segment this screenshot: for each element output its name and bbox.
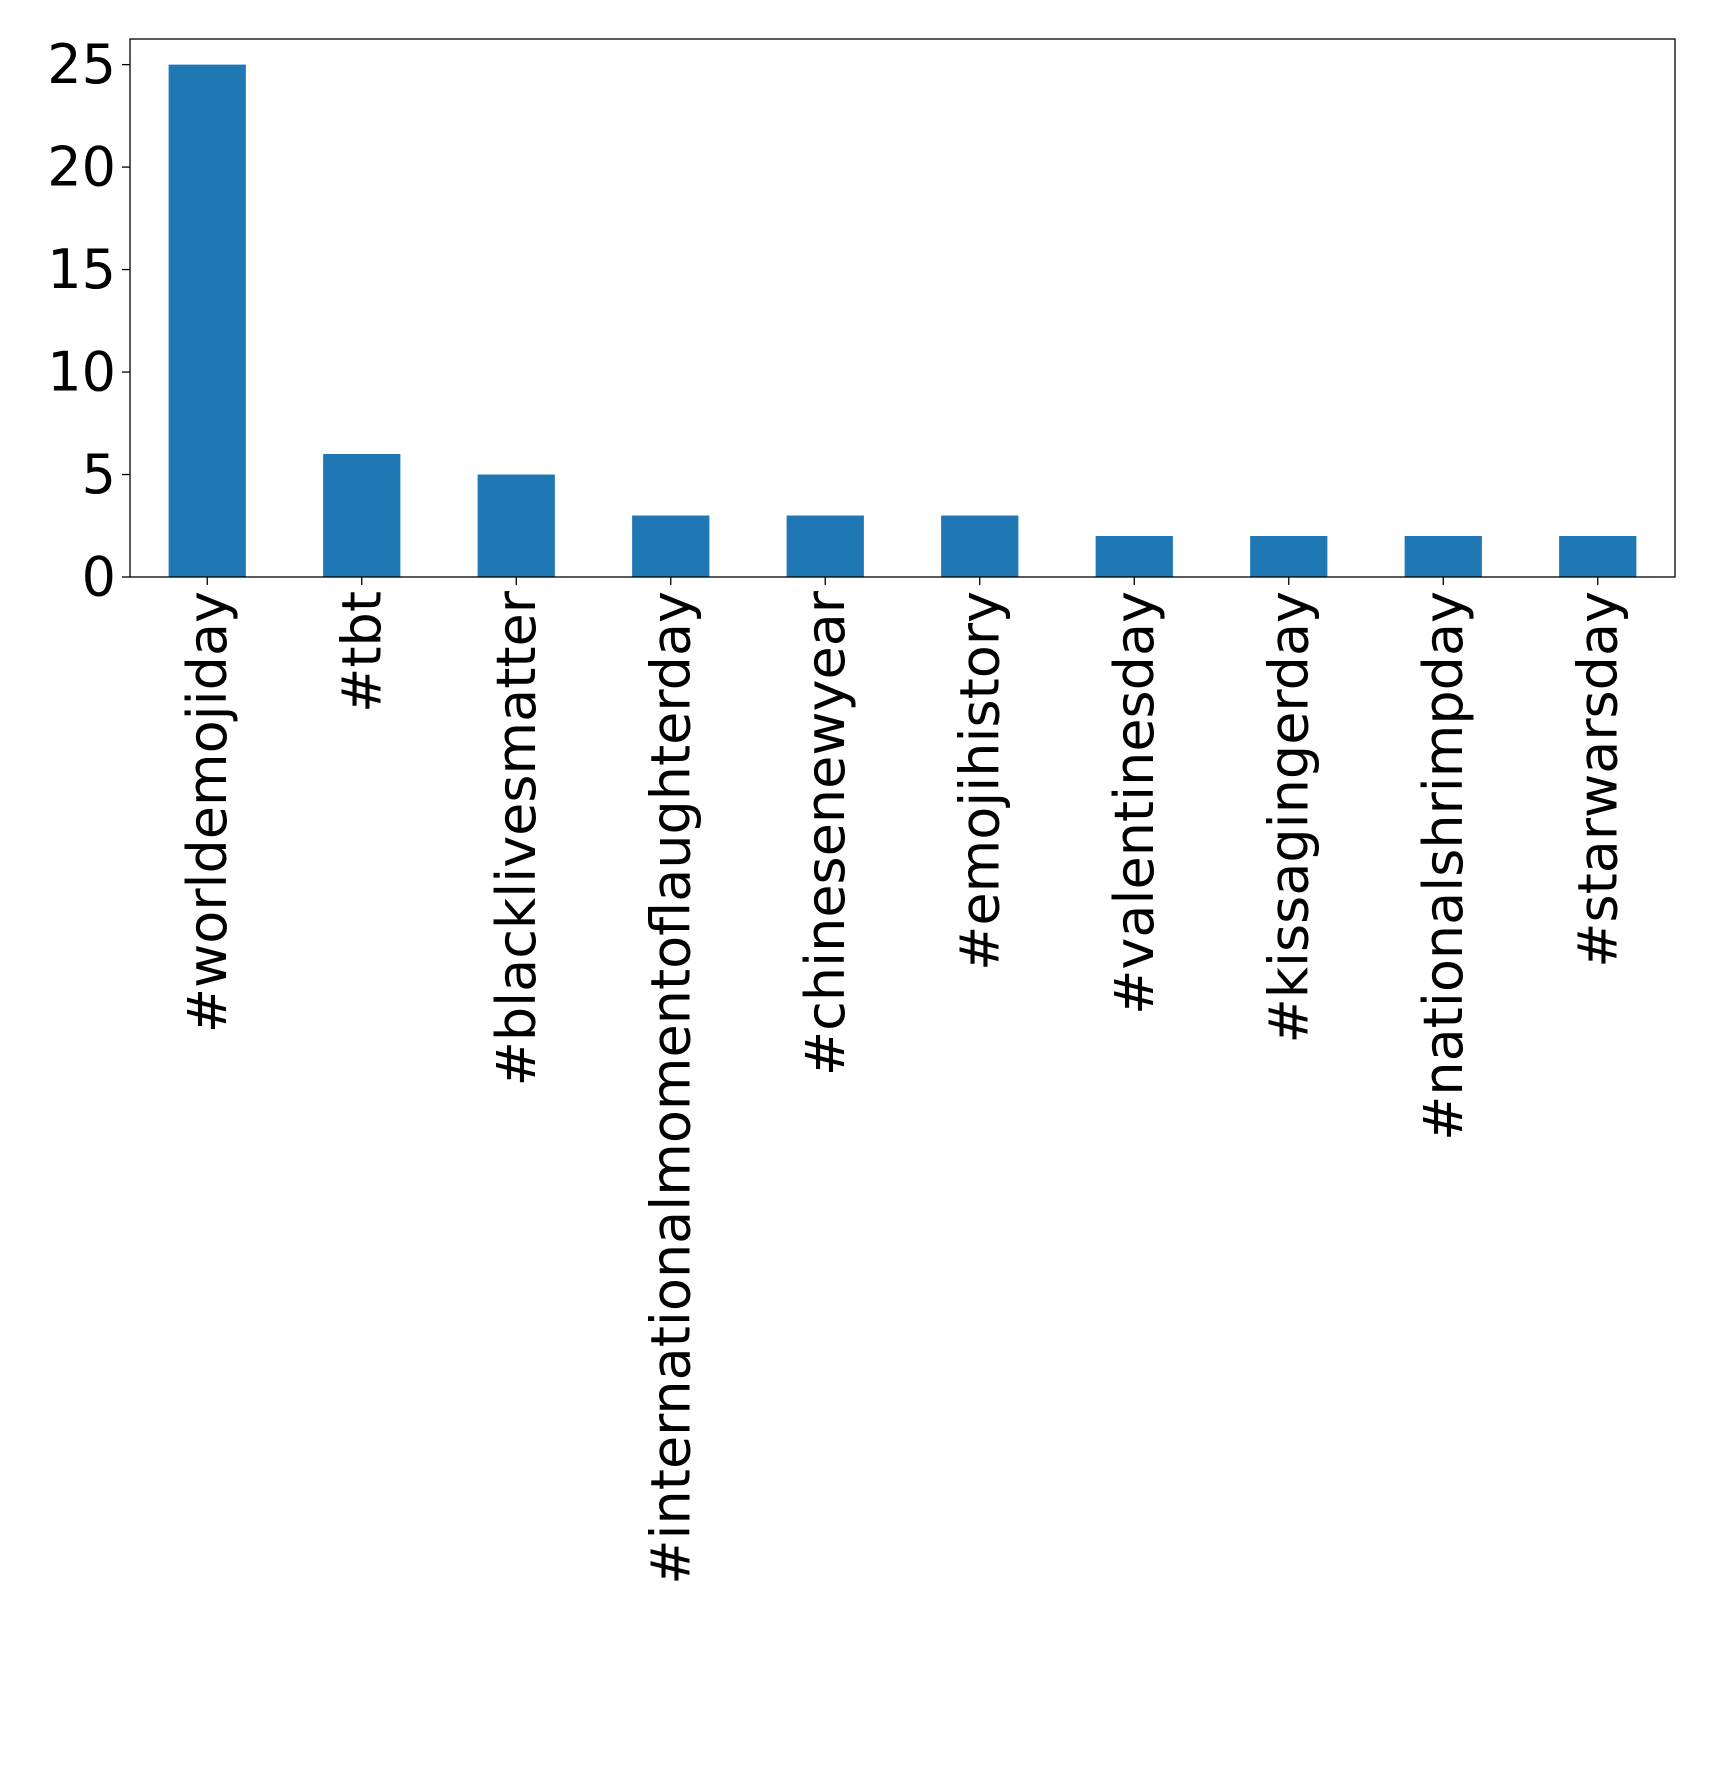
plot-frame <box>129 38 1676 578</box>
y-tick-label: 25 <box>47 33 116 96</box>
x-tick-label: #emojihistory <box>948 591 1011 971</box>
x-tick-label: #valentinesday <box>1103 591 1166 1015</box>
bar-starwarsday <box>1559 536 1637 577</box>
bar-worldemojiday <box>168 64 246 578</box>
bar-blacklivesmatter <box>477 474 555 577</box>
x-tick-label: #worldemojiday <box>176 591 239 1033</box>
x-tick-label: #chinesenewyear <box>794 590 857 1076</box>
bar-emojihistory <box>941 515 1019 577</box>
y-tick-label: 0 <box>82 546 116 609</box>
y-tick-label: 10 <box>47 341 116 404</box>
x-tick-label: #tbt <box>330 591 393 713</box>
bar-kissagingerday <box>1250 536 1328 577</box>
bar-chinesenewyear <box>786 515 864 577</box>
x-axis: #worldemojiday #tbt #blacklivesmatter #inte… <box>176 577 1629 1585</box>
x-tick-label: #starwarsday <box>1566 591 1629 968</box>
bar-valentinesday <box>1095 536 1173 577</box>
y-tick-label: 15 <box>47 238 116 301</box>
bar-tbt <box>323 454 401 577</box>
x-tick-label: #kissagingerday <box>1257 591 1320 1043</box>
x-tick-label: #internationalmomentoflaughterday <box>639 591 702 1585</box>
bar-nationalshrimpday <box>1404 536 1482 577</box>
y-tick-label: 20 <box>47 136 116 199</box>
y-tick-label: 5 <box>82 443 116 506</box>
y-axis: 0 5 10 15 20 25 <box>47 33 130 609</box>
x-tick-label: #nationalshrimpday <box>1412 591 1475 1141</box>
x-tick-label: #blacklivesmatter <box>485 590 548 1086</box>
bars-group <box>168 64 1637 578</box>
bar-internationalmomentoflaughterday <box>632 515 710 577</box>
